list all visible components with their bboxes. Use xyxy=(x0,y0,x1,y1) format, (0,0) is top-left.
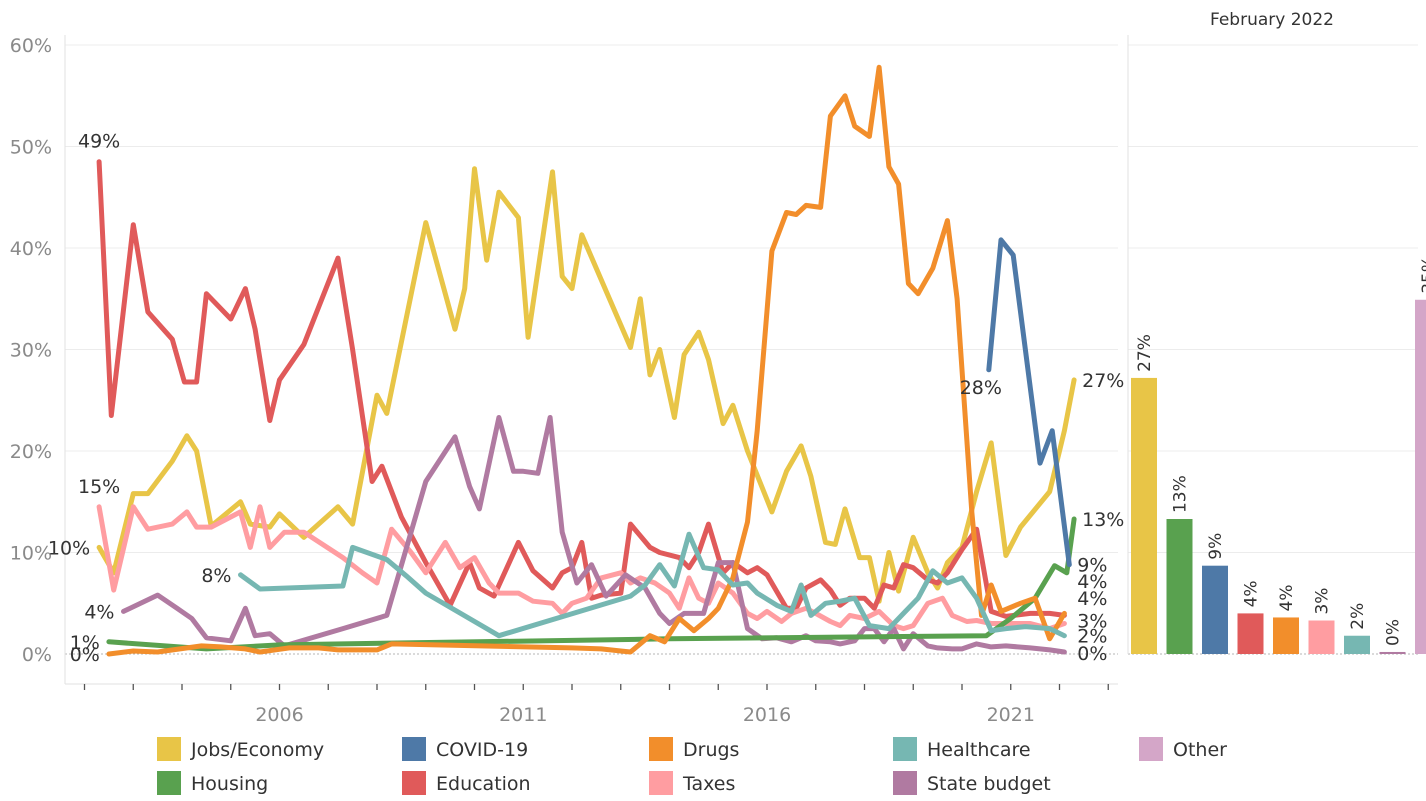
legend-label: Housing xyxy=(191,773,268,795)
data-label-housing: 13% xyxy=(1082,509,1124,531)
y-tick-label: 60% xyxy=(10,35,52,57)
legend-item-state-budget: State budget xyxy=(893,771,1051,795)
legend-item-other: Other xyxy=(1139,737,1227,761)
data-label-jobs-economy: 27% xyxy=(1082,370,1124,392)
grid-layer xyxy=(65,44,1418,655)
legend-label: Jobs/Economy xyxy=(190,739,324,761)
legend-item-taxes: Taxes xyxy=(649,771,735,795)
series-line-education xyxy=(96,159,1067,619)
bar-panel: February 2022 27% 13% 9% 4% 4% 3% 2% 0% 35% xyxy=(1131,10,1426,654)
data-label-covid-19: 28% xyxy=(960,377,1002,399)
legend-label: State budget xyxy=(927,773,1051,795)
legend-item-drugs: Drugs xyxy=(649,737,739,761)
legend-swatch xyxy=(649,771,673,795)
x-tick-label: 2021 xyxy=(987,704,1035,726)
data-label-education: 49% xyxy=(78,131,120,153)
data-label-housing: 1% xyxy=(70,632,100,654)
legend-swatch xyxy=(893,771,917,795)
legend-swatch xyxy=(157,771,181,795)
data-label-state-budget: 4% xyxy=(84,601,114,623)
legend-swatch xyxy=(402,737,426,761)
legend-label: COVID-19 xyxy=(436,739,528,761)
bar-housing xyxy=(1166,519,1193,654)
x-tick-label: 2006 xyxy=(255,704,303,726)
y-tick-label: 30% xyxy=(10,340,52,362)
legend-label: Taxes xyxy=(682,773,735,795)
legend-swatch xyxy=(1139,737,1163,761)
data-label-drugs: 4% xyxy=(1077,588,1107,610)
data-label-state-budget: 0% xyxy=(1077,643,1107,665)
data-label-taxes: 3% xyxy=(1077,611,1107,633)
bar-education xyxy=(1237,613,1264,654)
legend-label: Healthcare xyxy=(927,739,1031,761)
bar-value-label: 27% xyxy=(1135,334,1155,372)
legend-item-education: Education xyxy=(402,771,531,795)
y-tick-label: 40% xyxy=(10,238,52,260)
bar-panel-title: February 2022 xyxy=(1210,10,1334,30)
series-line-healthcare xyxy=(238,531,1067,639)
bar-value-label: 2% xyxy=(1348,603,1368,630)
series-line-jobs-economy xyxy=(96,166,1077,604)
annotations-layer: 49%15%10%8%4%1%0%28% 27%13%9%4%4%3%2%0% xyxy=(48,131,1124,666)
bar-jobs-economy xyxy=(1131,377,1157,654)
legend-swatch xyxy=(157,737,181,761)
bar-value-label: 3% xyxy=(1313,588,1333,615)
bar-state-budget xyxy=(1379,651,1406,654)
x-tick-label: 2016 xyxy=(743,704,791,726)
bar-covid-19 xyxy=(1202,565,1228,654)
series-line-covid-19 xyxy=(986,237,1072,568)
bar-value-label: 35% xyxy=(1419,256,1426,294)
data-label-covid-19: 9% xyxy=(1077,555,1107,577)
legend-label: Education xyxy=(436,773,531,795)
bar-value-label: 0% xyxy=(1384,619,1404,646)
bar-taxes xyxy=(1308,620,1335,654)
bar-value-label: 13% xyxy=(1171,475,1191,513)
bar-value-label: 4% xyxy=(1242,580,1262,607)
axes-layer: 0% 10% 20% 30% 40% 50% 60% 2006 2011 2016 2021 xyxy=(10,35,1129,726)
legend-swatch xyxy=(402,771,426,795)
y-tick-label: 50% xyxy=(10,137,52,159)
data-label-healthcare: 8% xyxy=(201,565,231,587)
series-line-drugs xyxy=(106,64,1067,657)
bar-value-label: 4% xyxy=(1277,584,1297,611)
y-tick-label: 20% xyxy=(10,441,52,463)
legend-item-housing: Housing xyxy=(157,771,268,795)
data-label-taxes: 15% xyxy=(78,476,120,498)
y-tick-label: 10% xyxy=(10,543,52,565)
legend-item-healthcare: Healthcare xyxy=(893,737,1031,761)
lines-layer xyxy=(96,64,1077,657)
y-tick-label: 0% xyxy=(22,644,52,666)
data-label-education: 4% xyxy=(1077,571,1107,593)
legend-item-covid-19: COVID-19 xyxy=(402,737,528,761)
x-tick-label: 2011 xyxy=(499,704,547,726)
bar-healthcare xyxy=(1344,635,1370,654)
bar-drugs xyxy=(1273,617,1299,654)
data-label-jobs-economy: 10% xyxy=(48,537,90,559)
legend: Jobs/Economy COVID-19 Drugs Healthcare Other… xyxy=(157,737,1227,795)
legend-swatch xyxy=(649,737,673,761)
legend-swatch xyxy=(893,737,917,761)
bar-value-label: 9% xyxy=(1206,533,1226,560)
legend-item-jobs-economy: Jobs/Economy xyxy=(157,737,324,761)
data-label-healthcare: 2% xyxy=(1077,626,1107,648)
bar-other xyxy=(1415,299,1426,654)
legend-label: Drugs xyxy=(683,739,739,761)
legend-label: Other xyxy=(1173,739,1227,761)
data-label-drugs: 0% xyxy=(70,644,100,666)
